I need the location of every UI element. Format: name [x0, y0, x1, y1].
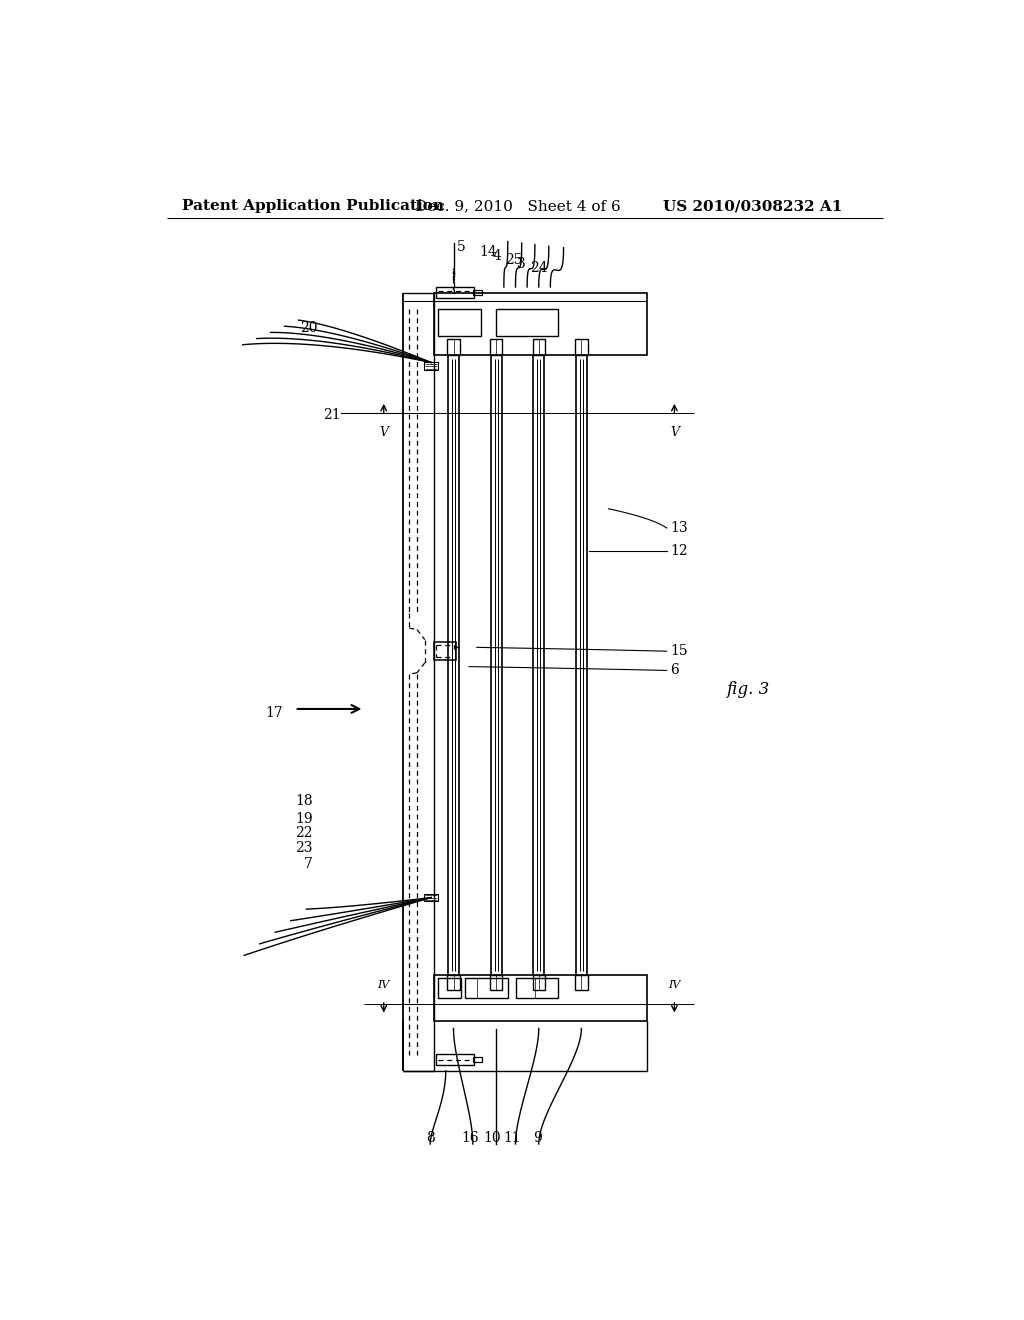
Text: 6: 6 — [671, 664, 679, 677]
Text: 14: 14 — [479, 246, 497, 259]
Bar — [434, 642, 456, 660]
Bar — [434, 293, 647, 355]
Text: V: V — [379, 426, 388, 440]
Text: 15: 15 — [671, 644, 688, 659]
Text: 23: 23 — [295, 841, 312, 855]
Bar — [575, 974, 588, 990]
Text: 7: 7 — [303, 857, 312, 871]
Bar — [438, 978, 461, 998]
Text: 13: 13 — [671, 521, 688, 535]
Bar — [532, 974, 545, 990]
Bar — [473, 1057, 482, 1061]
Bar — [473, 290, 482, 294]
Bar — [532, 339, 545, 355]
Text: 21: 21 — [324, 408, 341, 422]
Text: 10: 10 — [483, 1131, 501, 1144]
Text: 24: 24 — [530, 261, 548, 275]
Bar — [465, 978, 508, 998]
Bar — [489, 974, 503, 990]
Text: 19: 19 — [295, 812, 312, 826]
Bar — [447, 339, 460, 355]
Text: Dec. 9, 2010   Sheet 4 of 6: Dec. 9, 2010 Sheet 4 of 6 — [415, 199, 621, 213]
Text: IV: IV — [669, 979, 681, 990]
Bar — [489, 339, 503, 355]
Bar — [435, 286, 474, 298]
Bar — [496, 309, 558, 335]
Bar — [515, 978, 558, 998]
Text: 16: 16 — [462, 1131, 479, 1144]
Text: 20: 20 — [300, 321, 317, 335]
Text: 8: 8 — [426, 1131, 434, 1144]
Bar — [438, 309, 480, 335]
Bar — [424, 894, 438, 902]
Bar — [434, 974, 647, 1020]
Text: 17: 17 — [265, 706, 283, 719]
Bar — [575, 339, 588, 355]
Text: Patent Application Publication: Patent Application Publication — [182, 199, 444, 213]
Text: 4: 4 — [493, 249, 502, 263]
Bar — [424, 363, 438, 370]
Text: 9: 9 — [532, 1131, 542, 1144]
Text: 11: 11 — [504, 1131, 521, 1144]
Text: V: V — [670, 426, 679, 440]
Text: 18: 18 — [295, 795, 312, 808]
Text: IV: IV — [378, 979, 390, 990]
Text: US 2010/0308232 A1: US 2010/0308232 A1 — [663, 199, 842, 213]
Text: 12: 12 — [671, 544, 688, 558]
Text: 5: 5 — [458, 240, 466, 253]
Text: 3: 3 — [517, 257, 525, 271]
Text: 22: 22 — [295, 826, 312, 840]
Text: 25: 25 — [506, 253, 523, 267]
Bar — [435, 1053, 474, 1065]
Text: fig. 3: fig. 3 — [726, 681, 770, 698]
Bar — [447, 974, 460, 990]
